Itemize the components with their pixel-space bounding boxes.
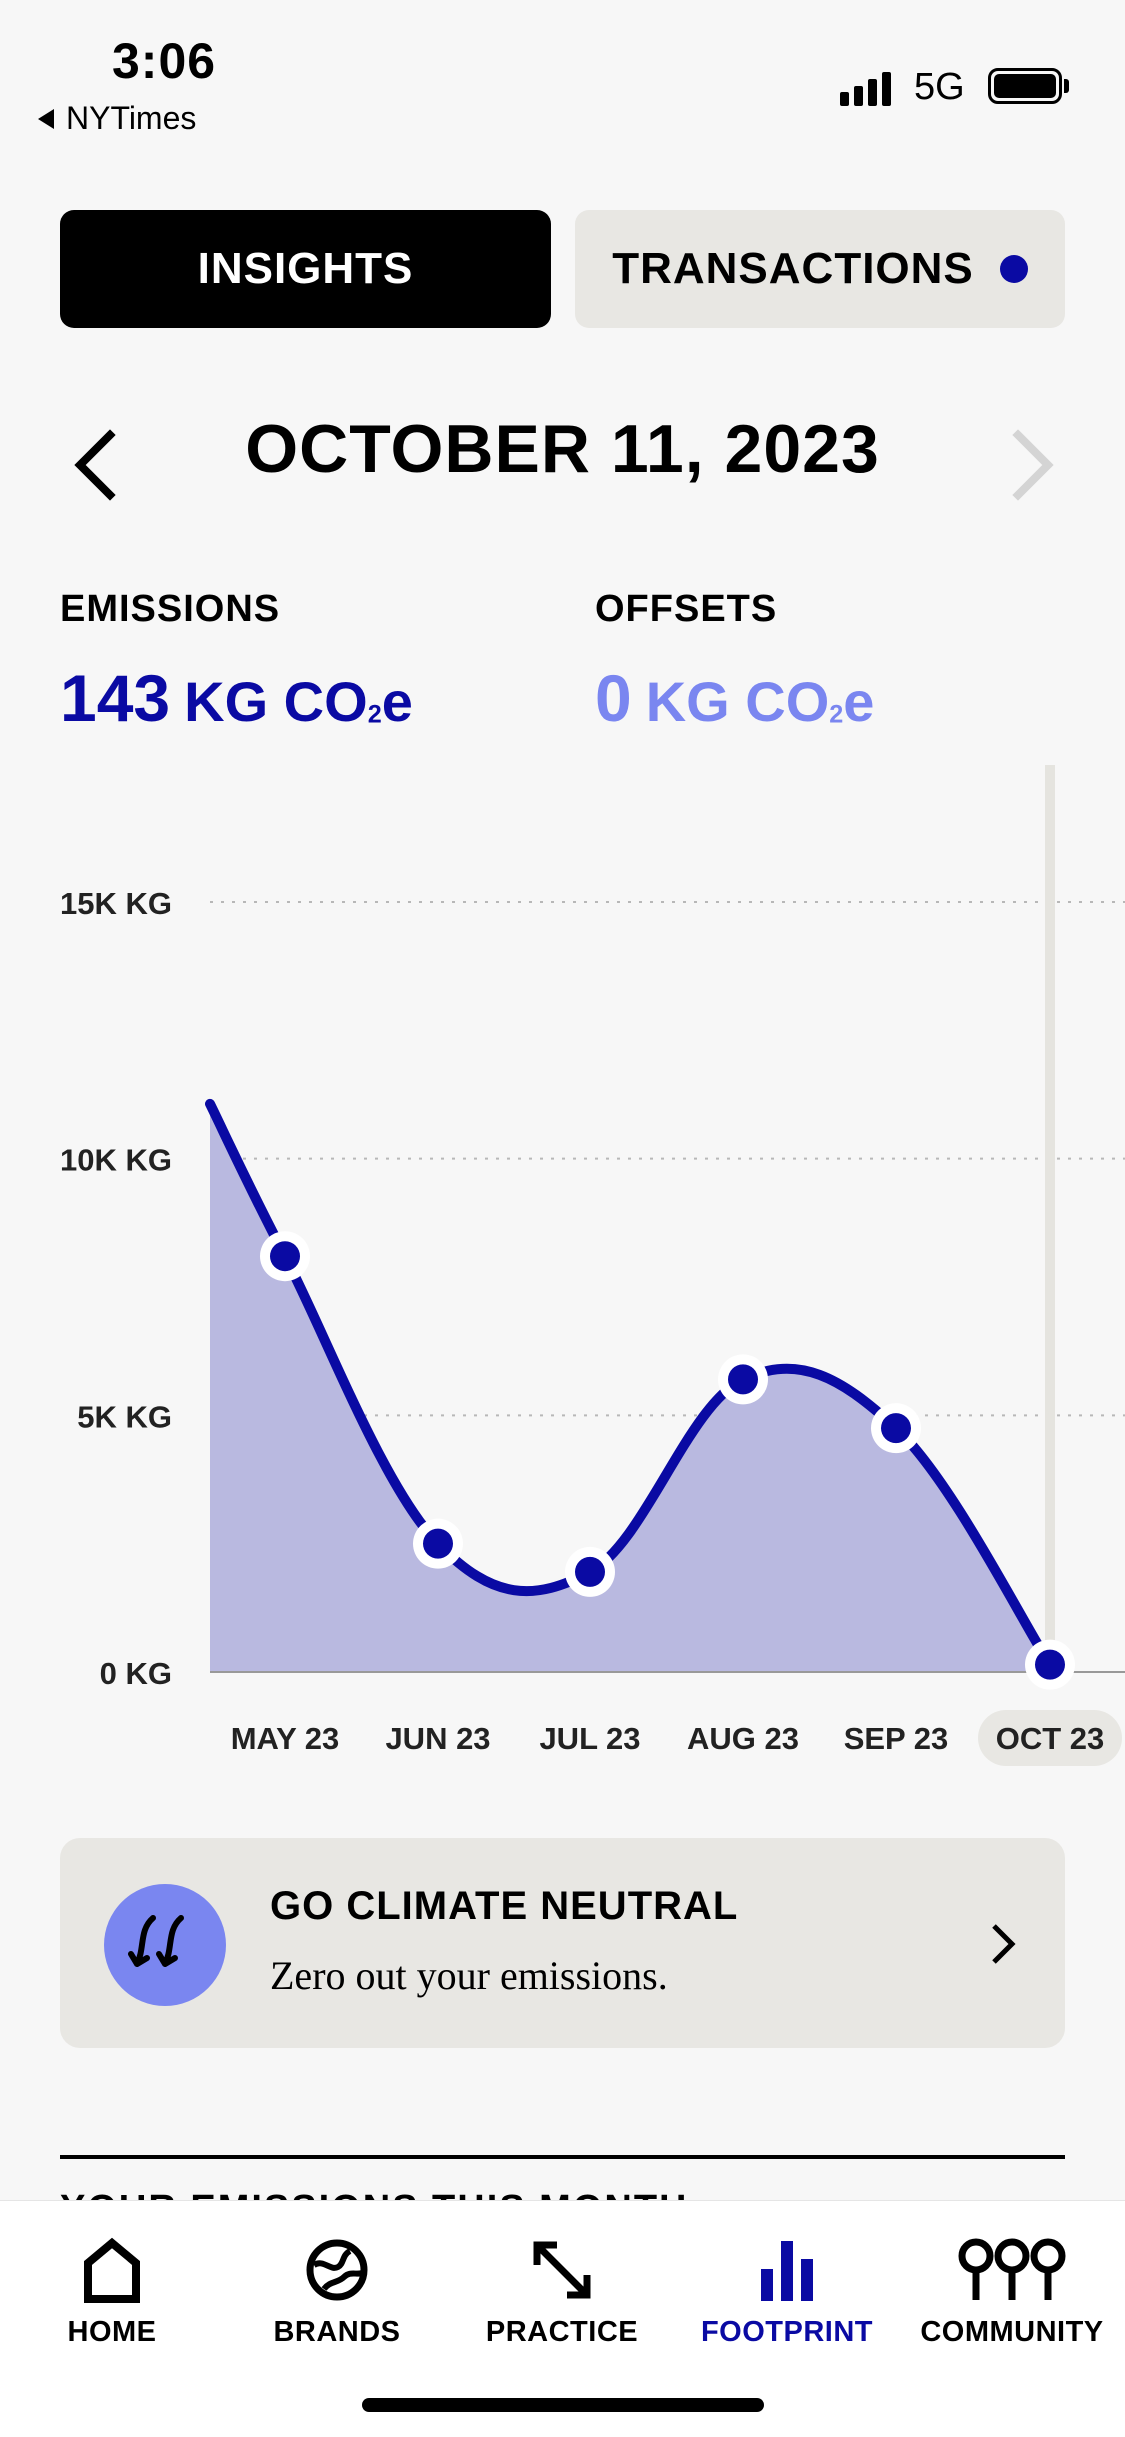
home-indicator [362, 2398, 764, 2412]
data-point [1035, 1649, 1065, 1680]
community-icon [958, 2238, 1066, 2300]
tab-practice[interactable]: PRACTICE [462, 2230, 662, 2349]
tab-brands-label: BRANDS [273, 2316, 401, 2348]
y-tick-label: 5K KG [77, 1399, 172, 1434]
tab-insights-label: INSIGHTS [197, 244, 414, 293]
notification-dot [999, 255, 1028, 283]
offsets-number: 0 [595, 661, 632, 735]
emissions-unit-tail: e [381, 670, 413, 733]
tab-community-label: COMMUNITY [920, 2316, 1104, 2348]
bar-chart-icon [761, 2241, 813, 2301]
data-point [881, 1413, 911, 1444]
x-tick-label: MAY 23 [231, 1721, 340, 1756]
tab-community[interactable]: COMMUNITY [912, 2230, 1112, 2349]
tab-insights[interactable]: INSIGHTS [60, 210, 551, 328]
back-arrow-icon [38, 108, 54, 129]
back-app-label: NYTimes [66, 100, 197, 136]
tab-practice-label: PRACTICE [485, 2316, 639, 2348]
chevron-right-icon [992, 1924, 1016, 1964]
date-title: OCTOBER 11, 2023 [245, 411, 880, 487]
card-subtitle: Zero out your emissions. [270, 1953, 668, 1998]
emissions-number: 143 [60, 661, 171, 735]
bottom-tab-bar [0, 2200, 1125, 2437]
y-tick-label: 10K KG [60, 1143, 172, 1178]
go-climate-neutral-card[interactable] [60, 1838, 1065, 2048]
selected-x-pill [978, 1710, 1122, 1766]
area-fill [210, 1103, 1050, 1672]
emissions-chart[interactable]: 0 KG 5K KG 10K KG 15K KG MAY 23 JUN 23 JUL 23 A… [0, 740, 1125, 1780]
x-tick-label: JUL 23 [539, 1721, 640, 1756]
x-tick-label: JUN 23 [385, 1721, 490, 1756]
battery-cap [1064, 79, 1069, 93]
y-tick-label: 0 KG [100, 1656, 172, 1691]
tab-brands[interactable]: BRANDS [237, 2230, 437, 2349]
emissions-unit-sub: 2 [367, 700, 382, 729]
tab-footprint[interactable]: FOOTPRINT [687, 2230, 887, 2349]
emissions-unit: KG CO [184, 670, 368, 733]
climate-neutral-icon [104, 1884, 226, 2006]
battery-icon [988, 68, 1062, 104]
x-tick-label: AUG 23 [687, 1721, 799, 1756]
offsets-unit-sub: 2 [829, 700, 844, 729]
data-point [575, 1556, 605, 1587]
offsets-label: OFFSETS [595, 588, 778, 630]
tab-home[interactable]: HOME [12, 2230, 212, 2349]
chevron-left-icon[interactable] [62, 425, 132, 505]
signal-icon [840, 70, 891, 106]
data-point [728, 1364, 758, 1395]
card-title: GO CLIMATE NEUTRAL [270, 1884, 739, 1928]
tab-footprint-label: FOOTPRINT [700, 2316, 874, 2348]
globe-icon [306, 2239, 368, 2301]
x-tick-label: OCT 23 [996, 1721, 1105, 1756]
home-icon [84, 2237, 140, 2303]
x-tick-label: SEP 23 [844, 1721, 949, 1756]
emissions-value: 143 KG CO2e [60, 660, 413, 736]
back-to-app-link[interactable]: NYTimes [38, 100, 196, 137]
arrows-icon [533, 2241, 591, 2299]
offsets-unit: KG CO [645, 670, 830, 733]
tab-transactions-label: TRANSACTIONS [612, 244, 974, 293]
tab-home-label: HOME [67, 2316, 157, 2348]
emissions-label: EMISSIONS [60, 588, 281, 630]
network-label: 5G [914, 66, 965, 108]
data-point [423, 1528, 453, 1559]
y-tick-label: 15K KG [60, 886, 172, 921]
data-point [270, 1241, 300, 1272]
offsets-unit-tail: e [843, 670, 875, 733]
offsets-value: 0 KG CO2e [595, 660, 874, 736]
tab-transactions[interactable]: TRANSACTIONS [575, 210, 1065, 328]
status-time: 3:06 [112, 33, 217, 89]
section-divider [60, 2155, 1065, 2159]
chevron-right-icon[interactable] [1000, 425, 1070, 505]
selected-marker-line [1045, 765, 1055, 1672]
